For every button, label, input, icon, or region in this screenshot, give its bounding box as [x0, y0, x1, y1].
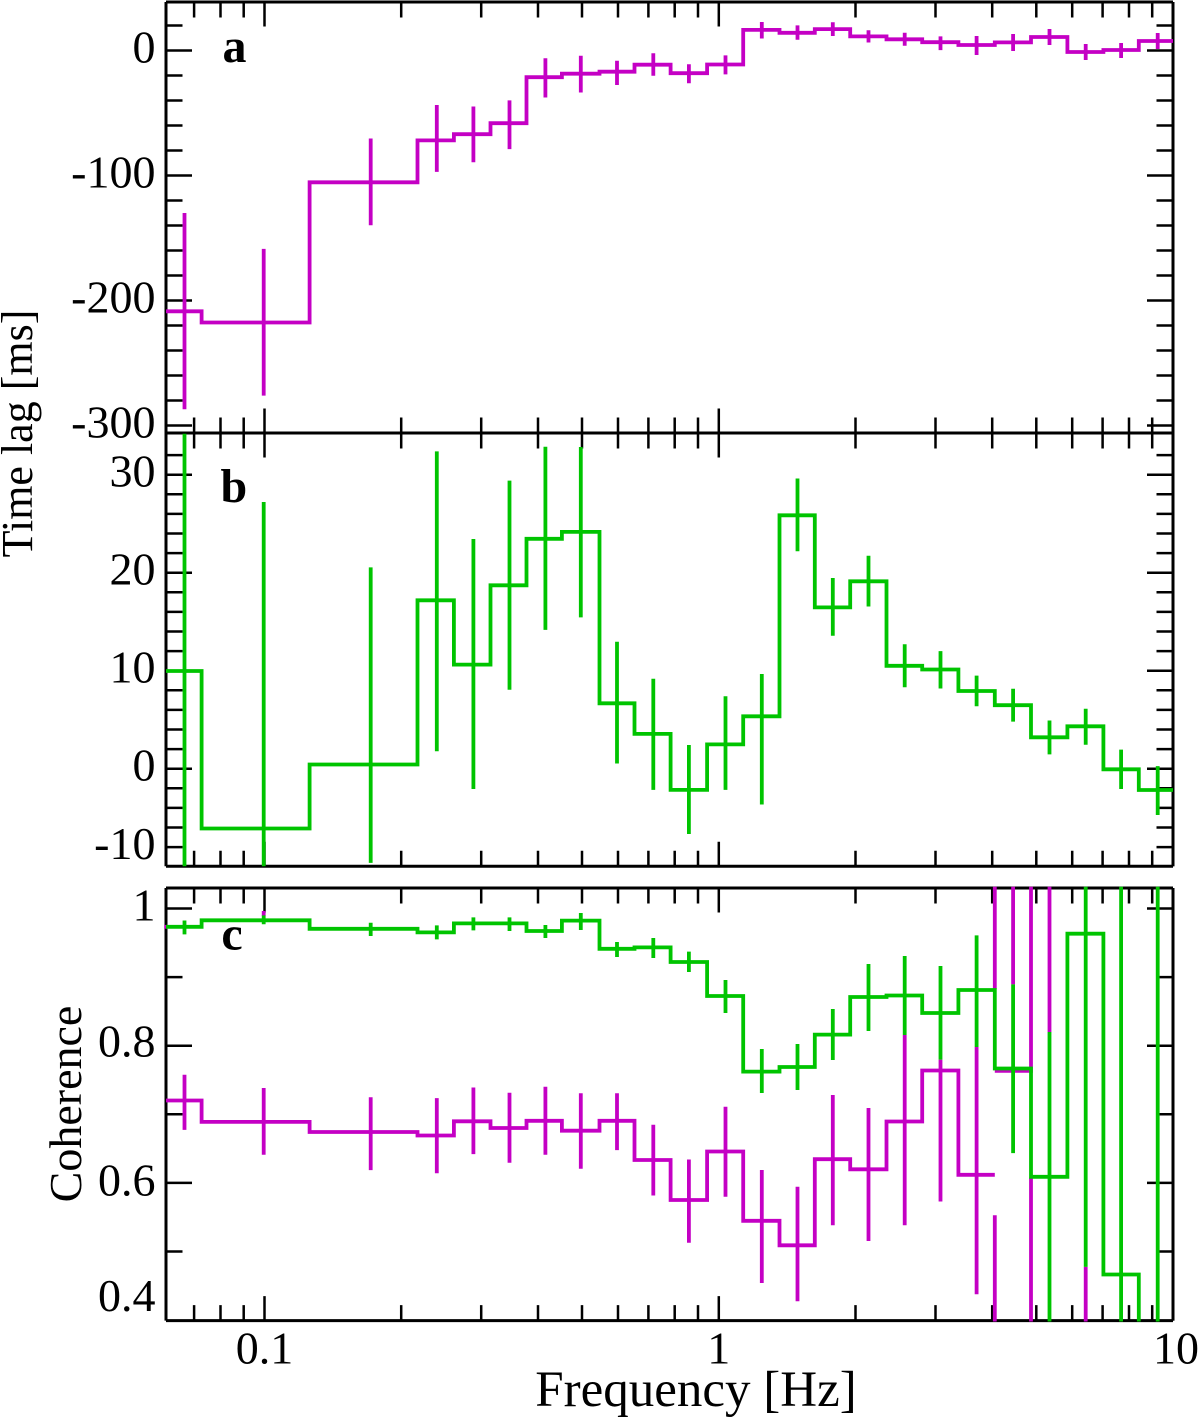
svg-text:0.8: 0.8 [98, 1015, 156, 1066]
svg-text:0.6: 0.6 [98, 1155, 156, 1206]
svg-text:20: 20 [110, 544, 156, 595]
svg-text:-100: -100 [71, 147, 155, 198]
svg-text:1: 1 [133, 880, 156, 931]
svg-text:0.1: 0.1 [236, 1323, 294, 1374]
svg-text:10: 10 [110, 642, 156, 693]
svg-text:-300: -300 [71, 397, 155, 448]
svg-text:0: 0 [133, 740, 156, 791]
svg-text:-10: -10 [94, 818, 155, 869]
svg-text:Coherence: Coherence [40, 1006, 91, 1203]
svg-text:a: a [223, 20, 247, 73]
svg-text:1: 1 [707, 1323, 730, 1374]
svg-text:10: 10 [1153, 1323, 1199, 1374]
svg-text:b: b [221, 460, 248, 513]
svg-text:30: 30 [110, 446, 156, 497]
svg-text:Time lag [ms]: Time lag [ms] [0, 310, 42, 558]
svg-text:0.4: 0.4 [98, 1270, 156, 1321]
svg-text:c: c [221, 908, 242, 961]
svg-text:Frequency [Hz]: Frequency [Hz] [535, 1362, 856, 1418]
svg-text:0: 0 [133, 22, 156, 73]
svg-text:-200: -200 [71, 272, 155, 323]
